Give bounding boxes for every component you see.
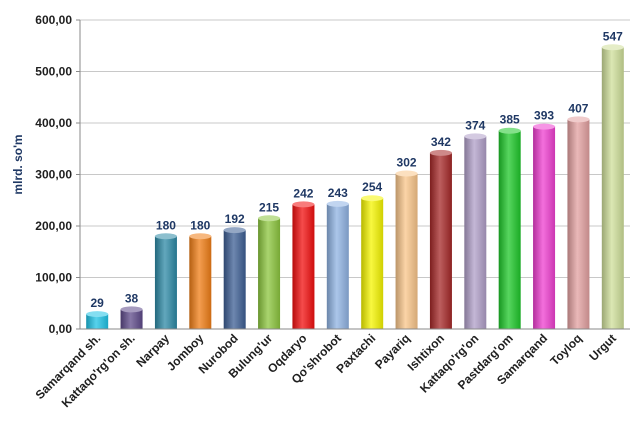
y-axis-ticks: 0,00 100,00 200,00 300,00 400,00 500,00 600,00 xyxy=(35,13,80,336)
bars xyxy=(86,44,624,329)
bar-cap xyxy=(396,170,418,176)
data-label: 342 xyxy=(431,135,451,149)
bar xyxy=(327,204,349,329)
bar-cap xyxy=(121,306,143,312)
data-label: 243 xyxy=(328,186,348,200)
bar xyxy=(258,218,280,329)
data-label: 302 xyxy=(397,155,417,169)
bar-cap xyxy=(86,311,108,317)
data-label: 407 xyxy=(568,101,588,115)
bar-cap xyxy=(327,201,349,207)
bar-cap xyxy=(258,215,280,221)
bar-cap xyxy=(430,150,452,156)
bar xyxy=(567,119,589,329)
y-tick-label: 500,00 xyxy=(35,65,72,79)
bar-cap xyxy=(602,44,624,50)
bar xyxy=(396,173,418,329)
y-axis-label: mlrd. so'm xyxy=(11,134,25,194)
data-label: 215 xyxy=(259,200,279,214)
bar xyxy=(499,131,521,329)
bar xyxy=(292,204,314,329)
bar-cap xyxy=(224,227,246,233)
bar-cap xyxy=(361,195,383,201)
bar xyxy=(430,153,452,329)
bar xyxy=(189,236,211,329)
data-label: 393 xyxy=(534,109,554,123)
y-tick-label: 300,00 xyxy=(35,168,72,182)
bar-cap xyxy=(464,133,486,139)
bar xyxy=(464,136,486,329)
data-label: 180 xyxy=(190,218,210,232)
y-tick-label: 100,00 xyxy=(35,271,72,285)
data-label: 385 xyxy=(500,113,520,127)
bar-cap xyxy=(533,124,555,130)
bar xyxy=(533,127,555,329)
data-label: 192 xyxy=(225,212,245,226)
bar xyxy=(602,47,624,329)
data-label: 254 xyxy=(362,180,382,194)
data-label: 38 xyxy=(125,291,139,305)
bar xyxy=(361,198,383,329)
bar xyxy=(155,236,177,329)
x-axis-categories: Samarqand sh.Kattaqo'rg'on sh.NarpayJomb… xyxy=(33,331,619,410)
y-tick-label: 0,00 xyxy=(49,322,73,336)
y-tick-label: 400,00 xyxy=(35,116,72,130)
bar xyxy=(224,230,246,329)
data-label: 242 xyxy=(293,186,313,200)
x-tick-label: Urgut xyxy=(586,331,619,364)
data-label: 547 xyxy=(603,29,623,43)
data-label: 374 xyxy=(465,118,485,132)
bar-cap xyxy=(292,201,314,207)
bar-cap xyxy=(189,233,211,239)
y-tick-label: 600,00 xyxy=(35,13,72,27)
data-label: 29 xyxy=(91,296,105,310)
bar-cap xyxy=(567,116,589,122)
x-tick-label: Toyloq xyxy=(547,331,584,368)
bar-cap xyxy=(499,128,521,134)
data-label: 180 xyxy=(156,218,176,232)
y-tick-label: 200,00 xyxy=(35,219,72,233)
bar-cap xyxy=(155,233,177,239)
